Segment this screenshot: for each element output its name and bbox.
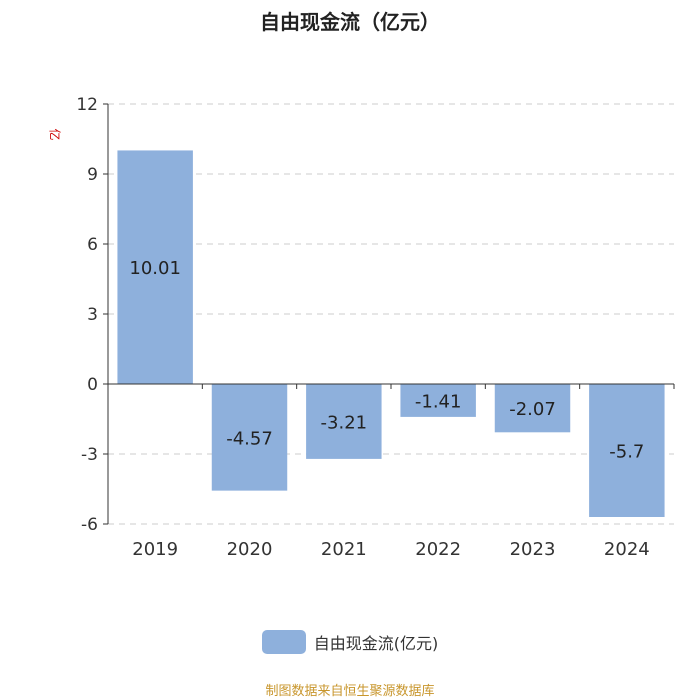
bar: [494, 384, 571, 433]
x-tick-label: 2022: [415, 539, 461, 560]
y-tick-label: 3: [87, 305, 98, 325]
x-tick-label: 2023: [510, 539, 556, 560]
x-tick-label: 2019: [132, 539, 178, 560]
source-note: 制图数据来自恒生聚源数据库: [265, 684, 435, 699]
chart-title: 自由现金流（亿元）: [260, 10, 440, 34]
bar: [117, 150, 193, 384]
chart-legend[interactable]: 自由现金流(亿元): [0, 630, 700, 654]
x-tick-label: 2024: [604, 539, 650, 560]
bar: [400, 384, 476, 417]
bar-data-label: -3.21: [321, 412, 368, 433]
x-tick-label: 2020: [227, 539, 273, 560]
y-tick-label: 0: [87, 375, 98, 395]
y-tick-label: 6: [87, 235, 98, 255]
bar: [211, 384, 288, 491]
bar: [589, 384, 665, 517]
y-tick-label: -6: [81, 515, 98, 535]
bar: [306, 384, 382, 459]
legend-swatch: [261, 630, 306, 654]
legend-label: 自由现金流(亿元): [313, 634, 439, 653]
bar-data-label: 10.01: [129, 258, 181, 279]
y-tick-label: 12: [76, 95, 98, 115]
y-tick-label: -3: [81, 445, 98, 465]
bar-data-label: -2.07: [509, 399, 556, 420]
bar-data-label: -4.57: [226, 428, 273, 449]
bar-data-label: -1.41: [415, 391, 462, 412]
bar-data-label: -5.7: [609, 442, 644, 463]
x-tick-label: 2021: [321, 539, 367, 560]
y-tick-label: 9: [87, 165, 98, 185]
